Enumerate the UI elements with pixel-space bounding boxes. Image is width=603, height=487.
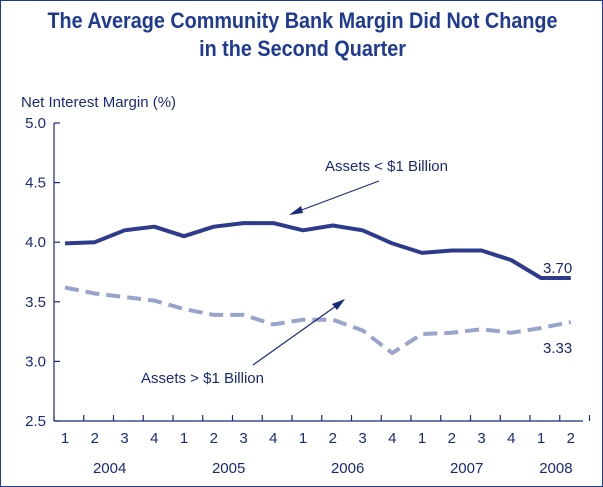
y-tick-label: 5.0 xyxy=(25,115,46,132)
x-tick-label: 3 xyxy=(358,430,366,447)
x-tick-label: 2 xyxy=(91,430,99,447)
x-tick-label: 2 xyxy=(329,430,337,447)
x-year-label: 2007 xyxy=(450,460,483,477)
x-year-label: 2008 xyxy=(539,460,572,477)
series-lines xyxy=(64,221,572,356)
y-tick-label: 2.5 xyxy=(25,413,46,430)
x-tick-label: 3 xyxy=(239,430,247,447)
x-year-label: 2005 xyxy=(212,460,245,477)
x-axis: 1 2 3 4 1 2 3 4 1 2 3 4 1 2 3 4 1 2 2004 2005 2006 2007 2008 xyxy=(53,415,591,477)
series-pointer-arrowhead-small-banks xyxy=(289,206,303,215)
y-axis: 5.0 4.5 4.0 3.5 3.0 2.5 xyxy=(25,115,60,430)
x-tick-label: 2 xyxy=(448,430,456,447)
x-tick-label: 4 xyxy=(269,430,277,447)
y-axis-label: Net Interest Margin (%) xyxy=(21,94,176,111)
x-tick-label: 4 xyxy=(507,430,515,447)
end-label-large-banks: 3.33 xyxy=(543,340,572,357)
x-tick-label: 3 xyxy=(120,430,128,447)
chart-title-line-2: in the Second Quarter xyxy=(199,36,406,61)
x-tick-label: 1 xyxy=(418,430,426,447)
x-tick-label: 3 xyxy=(477,430,485,447)
x-tick-label: 4 xyxy=(150,430,158,447)
x-tick-label: 2 xyxy=(210,430,218,447)
series-pointer-small-banks xyxy=(290,180,380,215)
y-tick-label: 4.0 xyxy=(25,234,46,251)
x-tick-label: 1 xyxy=(299,430,307,447)
end-label-small-banks: 3.70 xyxy=(543,260,572,277)
y-tick-label: 3.5 xyxy=(25,294,46,311)
series-label-large-banks: Assets > $1 Billion xyxy=(141,370,264,387)
series-line-small-banks xyxy=(64,221,571,280)
x-tick-label: 1 xyxy=(180,430,188,447)
series-label-small-banks: Assets < $1 Billion xyxy=(325,158,448,175)
chart-title: The Average Community Bank Margin Did No… xyxy=(31,7,574,63)
x-tick-label: 1 xyxy=(61,430,69,447)
series-line-large-banks xyxy=(64,285,572,356)
x-tick-label: 2 xyxy=(567,430,575,447)
x-tick-label: 4 xyxy=(388,430,396,447)
chart-title-line-1: The Average Community Bank Margin Did No… xyxy=(47,8,558,33)
series-pointer-large-banks xyxy=(252,300,344,366)
y-tick-label: 3.0 xyxy=(25,353,46,370)
x-year-label: 2006 xyxy=(331,460,364,477)
x-year-label: 2004 xyxy=(93,460,126,477)
x-tick-label: 1 xyxy=(537,430,545,447)
series-pointer-arrowhead-large-banks xyxy=(332,299,345,310)
y-tick-label: 4.5 xyxy=(25,175,46,192)
